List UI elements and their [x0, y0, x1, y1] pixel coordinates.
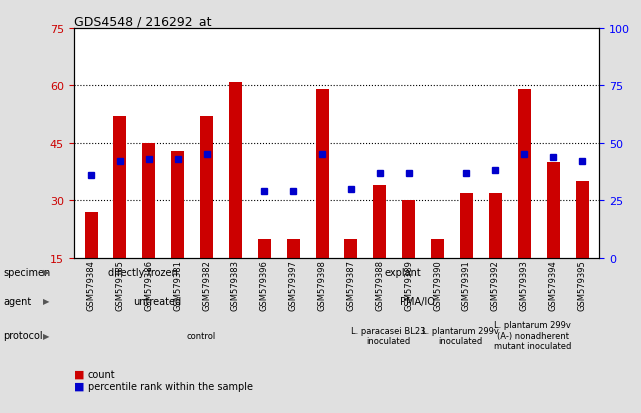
Bar [200, 117, 213, 258]
Text: percentile rank within the sample: percentile rank within the sample [88, 381, 253, 391]
Text: agent: agent [3, 296, 31, 306]
Text: PMA/IO: PMA/IO [400, 296, 435, 306]
Bar [576, 182, 588, 258]
Text: L. paracasei BL23
inoculated: L. paracasei BL23 inoculated [351, 326, 426, 345]
Text: protocol: protocol [3, 330, 43, 341]
Bar [489, 193, 502, 258]
Text: untreated: untreated [133, 296, 181, 306]
Bar [344, 239, 358, 258]
Text: L. plantarum 299v
inoculated: L. plantarum 299v inoculated [422, 326, 499, 345]
Bar [85, 212, 97, 258]
Text: ▶: ▶ [43, 331, 49, 340]
Text: ■: ■ [74, 381, 84, 391]
Bar [258, 239, 271, 258]
Bar [431, 239, 444, 258]
Text: count: count [88, 369, 115, 379]
Bar [547, 163, 560, 258]
Bar [518, 90, 531, 258]
Bar [229, 83, 242, 258]
Bar [315, 90, 329, 258]
Bar [403, 201, 415, 258]
Text: directly frozen: directly frozen [108, 267, 178, 277]
Text: GDS4548 / 216292_at: GDS4548 / 216292_at [74, 15, 212, 28]
Text: ■: ■ [74, 369, 84, 379]
Text: explant: explant [385, 267, 421, 277]
Text: specimen: specimen [3, 267, 51, 277]
Text: ▶: ▶ [43, 297, 49, 306]
Bar [113, 117, 126, 258]
Bar [373, 185, 387, 258]
Bar [142, 143, 155, 258]
Text: ▶: ▶ [43, 268, 49, 277]
Bar [460, 193, 473, 258]
Text: L. plantarum 299v
(A-) nonadherent
mutant inoculated: L. plantarum 299v (A-) nonadherent mutan… [494, 321, 572, 350]
Bar [171, 151, 184, 258]
Text: control: control [186, 331, 215, 340]
Bar [287, 239, 300, 258]
